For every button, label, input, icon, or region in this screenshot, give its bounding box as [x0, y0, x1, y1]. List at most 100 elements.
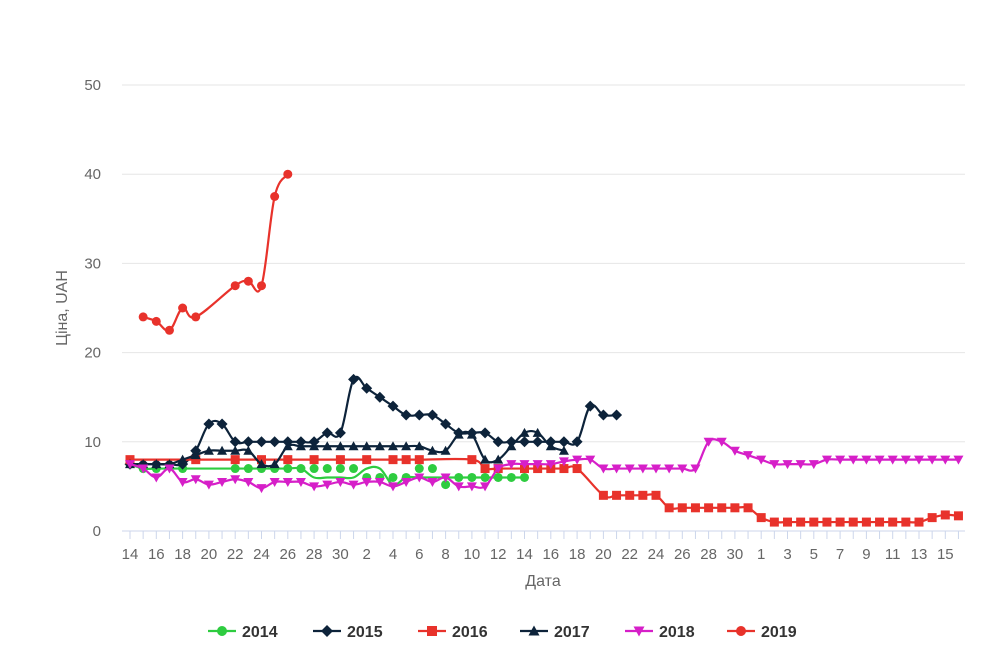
- data-point-2018: [493, 464, 504, 474]
- x-tick-label: 18: [174, 546, 191, 563]
- data-point-2016: [796, 517, 806, 527]
- data-point-2014: [335, 464, 345, 474]
- data-point-2019: [151, 316, 161, 326]
- data-point-2018: [716, 437, 727, 447]
- data-point-2018: [611, 464, 622, 474]
- data-point-2018: [361, 477, 372, 487]
- data-point-2015: [584, 400, 596, 412]
- data-point-2017: [203, 445, 214, 455]
- data-point-2018: [821, 455, 832, 465]
- data-point-2017: [309, 441, 320, 451]
- data-point-2019: [164, 325, 174, 335]
- data-point-2017: [453, 429, 464, 439]
- data-point-2014: [467, 472, 477, 482]
- data-point-2018: [269, 477, 280, 487]
- data-point-2018: [940, 455, 951, 465]
- data-point-2018: [177, 477, 188, 487]
- data-point-2018: [295, 477, 306, 487]
- data-point-2016: [598, 490, 608, 500]
- chart-legend: 2014 2015 2016 2017 2018 2019: [208, 624, 797, 641]
- data-point-2017: [519, 427, 530, 437]
- x-tick-label: 28: [700, 546, 717, 563]
- data-point-2016: [309, 455, 319, 465]
- x-tick-label: 1: [757, 546, 765, 563]
- data-point-2016: [638, 490, 648, 500]
- data-point-2017: [374, 441, 385, 451]
- series-line-2018: [129, 438, 959, 490]
- series-line-2017: [129, 429, 565, 468]
- data-point-2017: [230, 445, 241, 455]
- x-tick-label: 8: [441, 546, 449, 563]
- data-point-2018: [598, 464, 609, 474]
- legend-label-2014: 2014: [242, 624, 278, 641]
- data-point-2014: [454, 472, 464, 482]
- legend-item-2019: 2019: [727, 624, 797, 641]
- y-tick-label: 30: [84, 255, 101, 272]
- data-point-2018: [125, 460, 135, 470]
- data-point-2018: [782, 460, 793, 470]
- data-point-2018: [348, 480, 359, 490]
- data-point-2018: [309, 482, 320, 492]
- y-tick-label: 20: [84, 345, 101, 362]
- data-point-2014: [283, 464, 293, 474]
- data-point-2014: [506, 472, 516, 482]
- x-tick-label: 16: [542, 546, 559, 563]
- data-point-2017: [243, 445, 254, 455]
- data-point-2018: [256, 484, 267, 494]
- data-point-2014: [441, 480, 451, 490]
- data-point-2016: [953, 511, 963, 521]
- data-point-2018: [914, 455, 924, 465]
- data-point-2016: [743, 503, 753, 513]
- data-point-2014: [388, 472, 398, 482]
- data-point-2016: [861, 517, 871, 527]
- data-point-2015: [400, 409, 412, 421]
- data-point-2018: [532, 460, 543, 470]
- data-point-2014: [296, 464, 306, 474]
- x-tick-label: 14: [122, 546, 139, 563]
- x-tick-label: 24: [648, 546, 665, 563]
- data-point-2018: [637, 464, 648, 474]
- legend-marker-2014: [217, 626, 227, 636]
- data-point-2016: [940, 510, 950, 520]
- data-point-2019: [270, 192, 280, 201]
- legend-marker-2015: [321, 625, 333, 637]
- x-tick-label: 22: [227, 546, 244, 563]
- data-point-2018: [427, 477, 438, 487]
- data-point-2018: [322, 480, 333, 490]
- data-point-2018: [743, 451, 754, 461]
- data-point-2018: [848, 455, 859, 465]
- data-point-2015: [558, 436, 570, 448]
- data-point-2016: [717, 503, 727, 513]
- data-point-2017: [190, 450, 201, 460]
- x-tick-label: 28: [306, 546, 323, 563]
- data-point-2016: [664, 503, 674, 513]
- x-tick-label: 18: [569, 546, 586, 563]
- data-point-2014: [493, 472, 503, 482]
- data-point-2017: [480, 454, 491, 464]
- data-point-2017: [322, 441, 333, 451]
- data-point-2017: [177, 454, 188, 464]
- data-point-2016: [848, 517, 858, 527]
- data-point-2015: [532, 436, 544, 448]
- x-tick-label: 15: [937, 546, 954, 563]
- y-tick-label: 50: [84, 77, 101, 94]
- data-point-2014: [480, 472, 490, 482]
- x-tick-label: 20: [201, 546, 218, 563]
- data-point-2016: [822, 517, 832, 527]
- data-point-2017: [414, 441, 425, 451]
- data-point-2015: [269, 436, 281, 448]
- data-point-2017: [348, 441, 359, 451]
- x-tick-label: 2: [363, 546, 371, 563]
- data-point-2018: [243, 477, 254, 487]
- data-point-2016: [927, 513, 937, 523]
- data-point-2017: [335, 441, 346, 451]
- data-point-2015: [387, 400, 399, 412]
- data-point-2015: [216, 418, 228, 430]
- data-point-2014: [520, 472, 529, 482]
- x-tick-label: 14: [516, 546, 533, 563]
- legend-label-2019: 2019: [761, 624, 797, 641]
- data-point-2016: [690, 503, 700, 513]
- data-point-2015: [440, 418, 452, 430]
- x-axis-title: Дата: [525, 573, 561, 590]
